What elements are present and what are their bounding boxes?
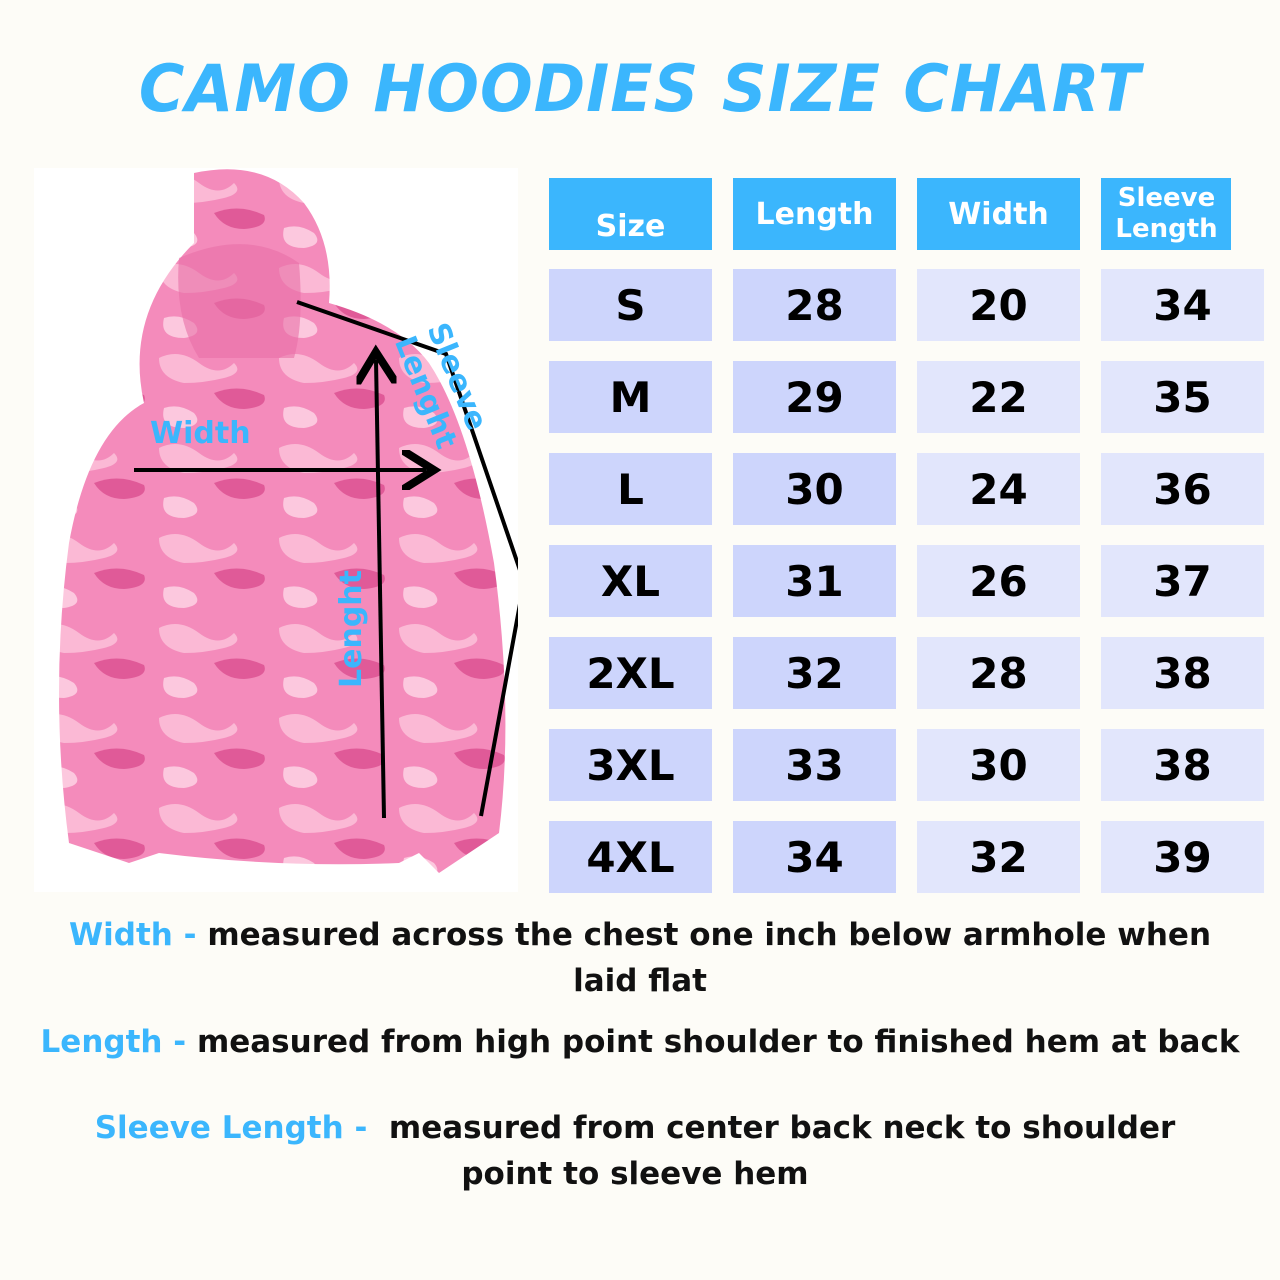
page-title: Camo Hoodies Size Chart: [138, 50, 1142, 127]
cell-length: 32: [733, 637, 896, 709]
cell-width: 32: [917, 821, 1080, 893]
measurement-arrows: [134, 300, 518, 819]
note-text: measured from center back neck to should…: [378, 1110, 1187, 1192]
cell-width: 28: [917, 637, 1080, 709]
cell-sleeve-length: 34: [1101, 269, 1264, 341]
hoodie-image: Width Lenght Sleeve Lenght: [34, 168, 518, 892]
cell-size: S: [549, 269, 712, 341]
cell-sleeve-length: 38: [1101, 729, 1264, 801]
cell-width: 22: [917, 361, 1080, 433]
cell-length: 30: [733, 453, 896, 525]
cell-width: 20: [917, 269, 1080, 341]
cell-size: 3XL: [549, 729, 712, 801]
cell-sleeve-length: 38: [1101, 637, 1264, 709]
length-arrow: [376, 360, 384, 819]
cell-size: 4XL: [549, 821, 712, 893]
cell-length: 29: [733, 361, 896, 433]
cell-size: XL: [549, 545, 712, 617]
header-width: Width: [917, 178, 1080, 250]
note-key: Width -: [68, 917, 197, 953]
header-sleeve-length: Sleeve Length: [1101, 178, 1231, 250]
cell-sleeve-length: 39: [1101, 821, 1264, 893]
cell-length: 28: [733, 269, 896, 341]
cell-width: 26: [917, 545, 1080, 617]
cell-size: L: [549, 453, 712, 525]
cell-length: 33: [733, 729, 896, 801]
note-text: measured across the chest one inch below…: [207, 917, 1212, 999]
cell-length: 34: [733, 821, 896, 893]
cell-sleeve-length: 35: [1101, 361, 1264, 433]
cell-width: 24: [917, 453, 1080, 525]
note-sleeve-length: Sleeve Length - measured from center bac…: [50, 1105, 1220, 1197]
note-key: Sleeve Length -: [94, 1110, 368, 1146]
note-text: measured from high point shoulder to fin…: [196, 1024, 1240, 1060]
header-size: Size: [549, 178, 712, 250]
cell-size: M: [549, 361, 712, 433]
sleeve-line: [296, 300, 518, 817]
header-length: Length: [733, 178, 896, 250]
width-label: Width: [150, 416, 251, 451]
cell-sleeve-length: 37: [1101, 545, 1264, 617]
cell-sleeve-length: 36: [1101, 453, 1264, 525]
length-label: Lenght: [334, 570, 369, 688]
cell-size: 2XL: [549, 637, 712, 709]
note-key: Length -: [40, 1024, 187, 1060]
cell-width: 30: [917, 729, 1080, 801]
note-width: Width - measured across the chest one in…: [40, 912, 1240, 1004]
note-length: Length - measured from high point should…: [40, 1019, 1240, 1065]
cell-length: 31: [733, 545, 896, 617]
